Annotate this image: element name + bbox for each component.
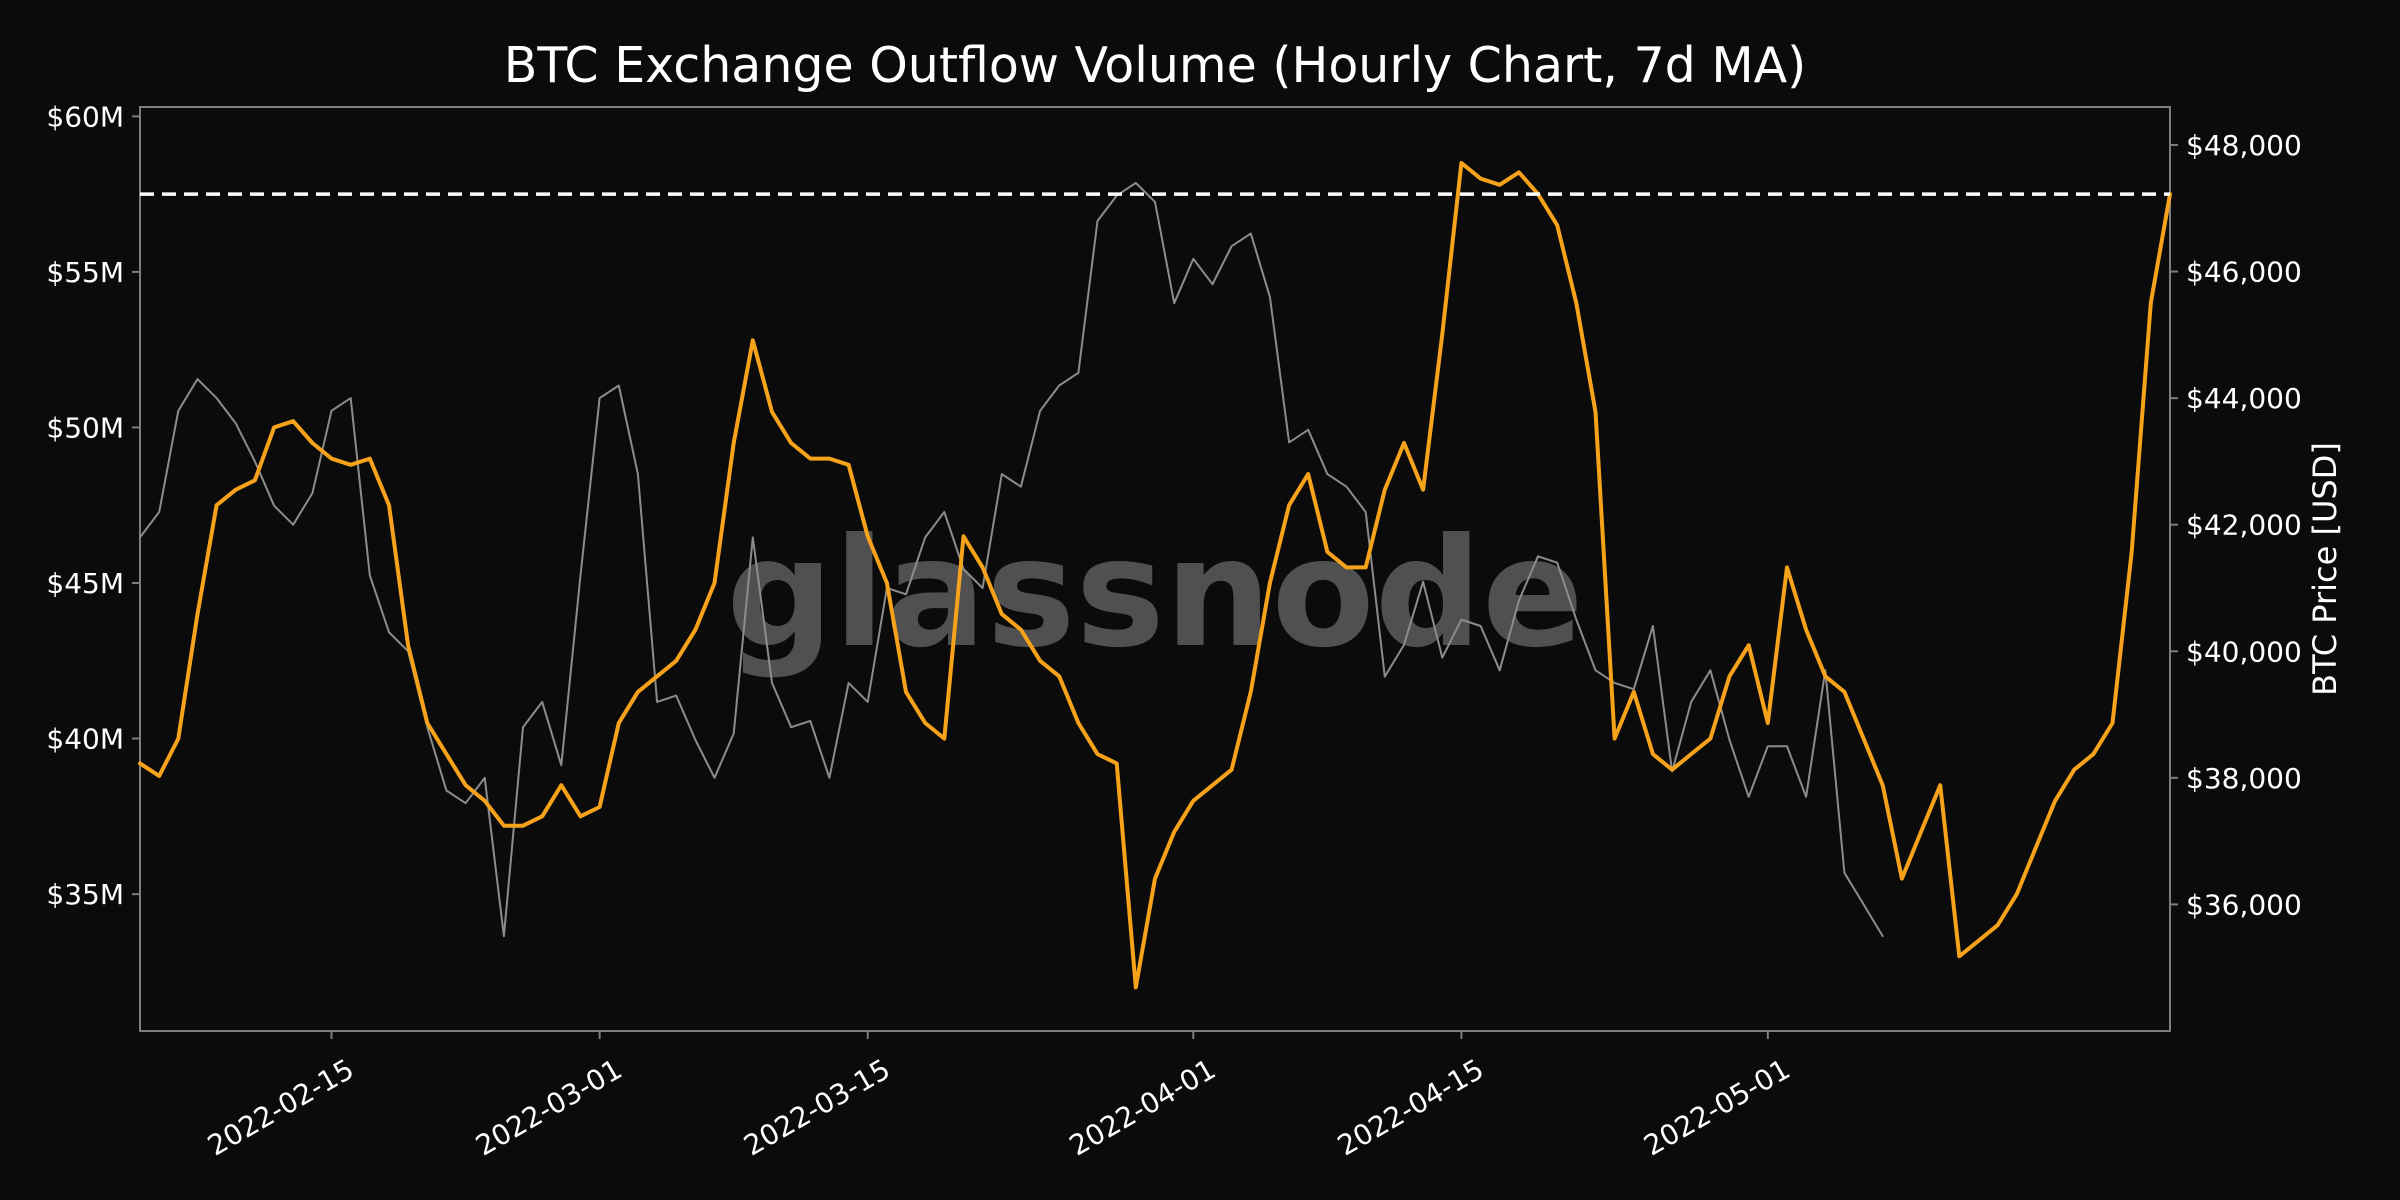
left-tick-label: $60M — [46, 100, 124, 133]
left-tick-label: $40M — [46, 723, 124, 756]
watermark-logo: glassnode — [726, 507, 1584, 681]
left-tick-label: $45M — [46, 567, 124, 600]
right-tick-label: $40,000 — [2186, 635, 2302, 668]
right-tick-label: $48,000 — [2186, 129, 2302, 162]
series-layer — [138, 161, 2172, 990]
right-tick-label: $46,000 — [2186, 256, 2302, 289]
left-tick-label: $55M — [46, 256, 124, 289]
right-tick-label: $38,000 — [2186, 762, 2302, 795]
right-tick-label: $44,000 — [2186, 382, 2302, 415]
outflow-volume-line — [138, 161, 2172, 990]
btc-price-line — [139, 181, 1884, 938]
left-axis-ticks: $35M $40M $45M $50M $55M $60M — [46, 100, 140, 911]
right-axis-ticks: $36,000 $38,000 $40,000 $42,000 $44,000 $46,0… — [2170, 129, 2302, 921]
left-tick-label: $35M — [46, 878, 124, 911]
left-tick-label: $50M — [46, 411, 124, 444]
chart-title: BTC Exchange Outflow Volume (Hourly Char… — [504, 37, 1807, 94]
right-tick-label: $36,000 — [2186, 888, 2302, 921]
right-tick-label: $42,000 — [2186, 509, 2302, 542]
right-axis-label: BTC Price [USD] — [2306, 442, 2344, 696]
